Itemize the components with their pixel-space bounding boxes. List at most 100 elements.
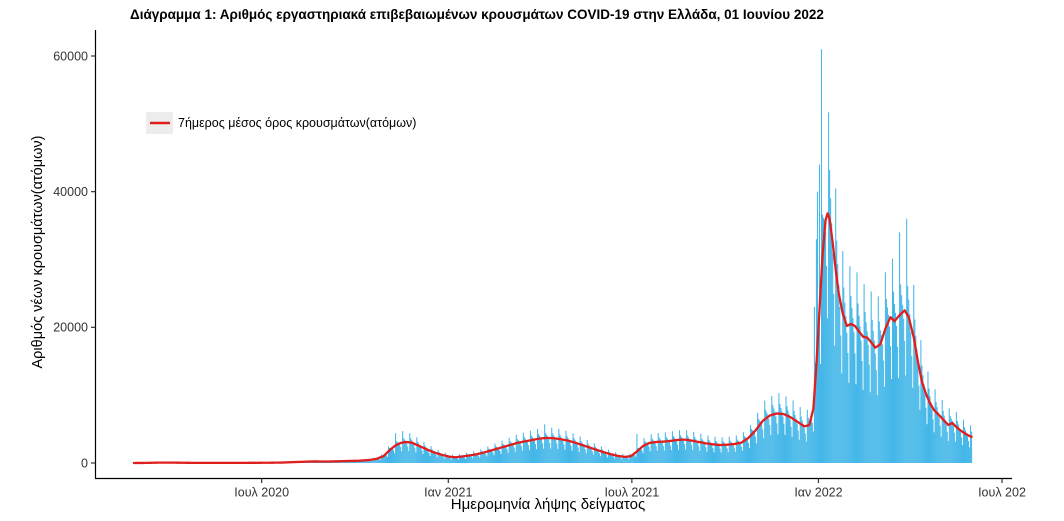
daily-cases-bar bbox=[507, 452, 509, 463]
daily-cases-bar bbox=[370, 459, 372, 463]
daily-cases-bar bbox=[562, 440, 564, 463]
daily-cases-bar bbox=[699, 450, 701, 463]
daily-cases-bar bbox=[415, 452, 417, 463]
daily-cases-bar bbox=[676, 444, 679, 463]
daily-cases-bar bbox=[963, 427, 966, 463]
daily-cases-bar bbox=[452, 455, 454, 463]
daily-cases-bar bbox=[774, 411, 776, 463]
daily-cases-bar bbox=[596, 449, 598, 463]
daily-cases-bar bbox=[486, 456, 488, 463]
daily-cases-bar bbox=[402, 431, 404, 463]
daily-cases-bar bbox=[955, 411, 957, 463]
daily-cases-bar bbox=[880, 335, 882, 463]
daily-cases-bar bbox=[358, 461, 360, 463]
daily-cases-bar bbox=[405, 440, 407, 463]
daily-cases-bar bbox=[916, 349, 918, 463]
daily-cases-bar bbox=[629, 453, 631, 463]
daily-cases-bar bbox=[691, 445, 693, 463]
daily-cases-bar bbox=[480, 449, 482, 463]
daily-cases-bar bbox=[410, 438, 412, 463]
daily-cases-bar bbox=[730, 442, 732, 463]
daily-cases-bar bbox=[908, 299, 910, 463]
daily-cases-bar bbox=[943, 415, 945, 463]
daily-cases-bar bbox=[503, 444, 505, 463]
daily-cases-bar bbox=[590, 448, 592, 463]
daily-cases-bar bbox=[891, 258, 894, 463]
daily-cases-bar bbox=[392, 448, 394, 463]
legend-label: 7ήμερος μέσος όρος κρουσμάτων(ατόμων) bbox=[178, 116, 416, 130]
daily-cases-bar bbox=[784, 434, 786, 463]
daily-cases-bar bbox=[541, 439, 543, 463]
daily-cases-bar bbox=[933, 432, 935, 463]
daily-cases-bar bbox=[634, 455, 636, 463]
daily-cases-bar bbox=[967, 436, 969, 463]
daily-cases-bar bbox=[408, 451, 410, 463]
daily-cases-bar bbox=[493, 455, 495, 463]
daily-cases-bar bbox=[673, 437, 675, 463]
daily-cases-bar bbox=[489, 449, 491, 463]
daily-cases-bar bbox=[894, 304, 896, 463]
daily-cases-bar bbox=[734, 451, 736, 463]
daily-cases-bar bbox=[487, 446, 489, 463]
daily-cases-bar bbox=[477, 454, 479, 463]
daily-cases-bar bbox=[409, 433, 411, 463]
daily-cases-bar bbox=[607, 457, 609, 463]
daily-cases-bar bbox=[589, 446, 591, 463]
x-axis-title: Ημερομηνία λήψης δείγματος bbox=[451, 496, 645, 513]
daily-cases-bar bbox=[751, 429, 753, 463]
daily-cases-bar bbox=[839, 306, 841, 463]
daily-cases-bar bbox=[675, 441, 678, 463]
daily-cases-bar bbox=[838, 284, 840, 463]
daily-cases-bar bbox=[672, 436, 674, 463]
daily-cases-bar bbox=[914, 319, 916, 463]
daily-cases-bar bbox=[851, 307, 853, 463]
daily-cases-bar bbox=[535, 444, 537, 463]
daily-cases-bar bbox=[626, 456, 628, 463]
daily-cases-bar bbox=[603, 451, 606, 463]
daily-cases-bar bbox=[797, 430, 799, 463]
daily-cases-bar bbox=[844, 302, 846, 463]
daily-cases-bar bbox=[509, 441, 511, 463]
daily-cases-bar bbox=[947, 440, 949, 463]
chart-title: Διάγραμμα 1: Αριθμός εργαστηριακά επιβεβ… bbox=[130, 7, 824, 22]
daily-cases-bar bbox=[681, 436, 683, 463]
daily-cases-bar bbox=[793, 410, 795, 463]
daily-cases-bar bbox=[798, 439, 800, 463]
daily-cases-bar bbox=[479, 457, 481, 463]
daily-cases-bar bbox=[832, 253, 834, 463]
daily-cases-bar bbox=[807, 417, 809, 463]
daily-cases-bar bbox=[770, 435, 772, 463]
daily-cases-bar bbox=[575, 441, 577, 463]
daily-cases-bar bbox=[957, 424, 959, 463]
daily-cases-bar bbox=[682, 438, 684, 463]
daily-cases-bar bbox=[375, 458, 377, 463]
daily-cases-bar bbox=[958, 427, 960, 463]
daily-cases-bar bbox=[428, 452, 430, 463]
daily-cases-bar bbox=[657, 433, 659, 463]
daily-cases-bar bbox=[968, 441, 970, 463]
daily-cases-bar bbox=[645, 442, 647, 463]
daily-cases-bar bbox=[733, 447, 735, 463]
daily-cases-bar bbox=[371, 460, 373, 463]
daily-cases-bar bbox=[704, 444, 706, 463]
daily-cases-bar bbox=[367, 459, 369, 463]
daily-cases-bar bbox=[565, 430, 567, 463]
daily-cases-bar bbox=[625, 456, 627, 463]
daily-cases-bar bbox=[471, 456, 473, 463]
daily-cases-bar bbox=[517, 440, 519, 463]
daily-cases-bar bbox=[714, 436, 716, 463]
daily-cases-bar bbox=[374, 458, 376, 463]
seven-day-average-line bbox=[132, 212, 973, 465]
daily-cases-bar bbox=[895, 312, 897, 463]
daily-cases-bar bbox=[920, 340, 922, 463]
daily-cases-bar bbox=[712, 448, 714, 463]
daily-cases-bar bbox=[529, 430, 531, 463]
daily-cases-bar bbox=[702, 440, 704, 463]
daily-cases-bar bbox=[420, 447, 422, 463]
daily-cases-bar bbox=[400, 446, 402, 463]
daily-cases-bar bbox=[395, 433, 397, 463]
daily-cases-bar bbox=[790, 426, 792, 463]
daily-cases-bar bbox=[556, 443, 558, 463]
daily-cases-bar bbox=[448, 456, 450, 463]
